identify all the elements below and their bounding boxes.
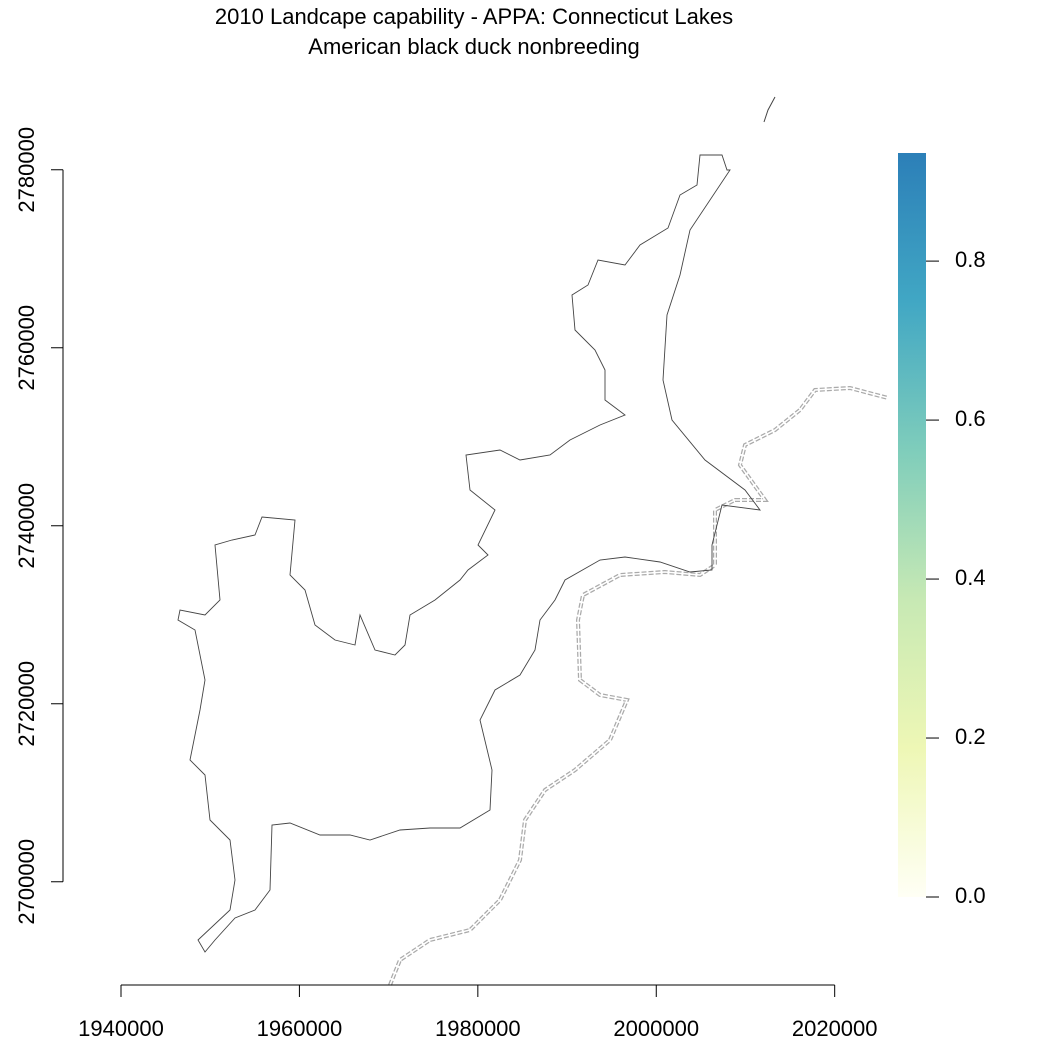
title-line: 2010 Landcape capability - APPA: Connect… bbox=[215, 4, 733, 29]
x-tick-label: 1980000 bbox=[435, 1016, 521, 1041]
y-tick-label: 2700000 bbox=[14, 839, 39, 925]
colorbar-tick-label: 0.4 bbox=[955, 565, 986, 590]
y-tick-label: 2720000 bbox=[14, 661, 39, 747]
state-boundary bbox=[388, 385, 889, 986]
colorbar bbox=[898, 153, 926, 897]
x-tick-label: 1960000 bbox=[257, 1016, 343, 1041]
colorbar-tick-label: 0.2 bbox=[955, 724, 986, 749]
y-tick-label: 2780000 bbox=[14, 127, 39, 213]
title-line: American black duck nonbreeding bbox=[308, 34, 639, 59]
y-tick-label: 2740000 bbox=[14, 483, 39, 569]
colorbar-tick-label: 0.0 bbox=[955, 883, 986, 908]
x-tick-label: 2000000 bbox=[613, 1016, 699, 1041]
y-tick-label: 2760000 bbox=[14, 305, 39, 391]
region-outline bbox=[177, 154, 762, 953]
colorbar-tick-label: 0.6 bbox=[955, 406, 986, 431]
x-tick-label: 1940000 bbox=[78, 1016, 164, 1041]
x-tick-label: 2020000 bbox=[792, 1016, 878, 1041]
fragment bbox=[763, 96, 776, 123]
colorbar-tick-label: 0.8 bbox=[955, 247, 986, 272]
